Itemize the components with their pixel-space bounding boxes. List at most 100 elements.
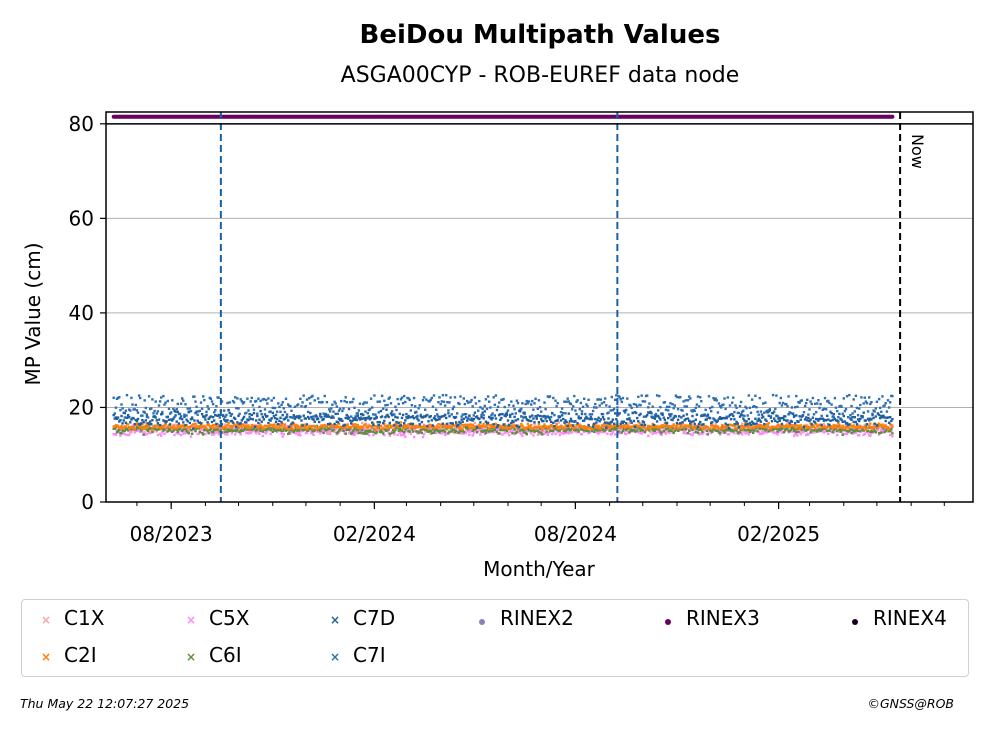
data-point [815,422,818,426]
data-point [514,412,517,415]
data-point [366,412,369,415]
data-point [198,424,202,428]
data-point [183,413,186,416]
data-point [156,428,160,431]
data-point [640,394,643,397]
data-point [614,412,617,415]
data-point [568,420,572,423]
data-point [214,414,217,417]
data-point [808,408,811,411]
data-point [626,423,629,427]
data-point [646,426,649,430]
data-point [321,400,324,404]
data-point [252,427,256,431]
data-point [329,427,332,430]
data-point [126,414,130,417]
data-point [374,428,377,432]
data-point [658,394,661,398]
data-point [628,431,631,434]
data-point [627,413,630,416]
data-point [374,417,377,420]
data-point [653,429,657,433]
data-point [352,429,355,432]
data-point [393,433,396,436]
data-point [765,419,768,423]
data-point [453,426,457,430]
data-point [399,424,403,427]
data-point [380,394,384,397]
data-point [235,430,238,433]
data-point [573,394,576,398]
data-point [306,410,310,414]
data-point [287,403,290,406]
data-point [829,419,832,422]
data-point [521,434,524,437]
data-point [604,429,607,432]
data-point [417,407,420,410]
data-point [392,418,395,422]
data-point [567,422,570,425]
data-point [436,424,439,427]
data-point [642,421,646,424]
data-point [736,423,739,427]
data-point [261,430,264,433]
data-point [263,408,267,411]
data-point [791,427,795,430]
data-point [425,414,428,417]
data-point [475,431,479,434]
data-point [632,428,636,432]
data-point [848,429,851,433]
data-point [313,428,316,432]
data-point [748,430,752,434]
data-point [661,424,664,427]
data-point [883,416,886,419]
data-point [845,425,849,428]
data-point [408,398,411,402]
data-point [808,426,811,429]
data-point [868,419,871,422]
data-point [239,398,242,401]
data-point [213,433,216,436]
data-point [114,406,118,409]
data-point [172,417,175,420]
data-point [543,423,546,426]
data-point [443,413,447,416]
data-point [227,428,230,431]
data-point [448,415,451,418]
data-point [599,418,602,421]
data-point [586,427,589,430]
data-point [811,396,815,400]
data-point [478,399,481,403]
data-point [596,418,599,422]
data-point [872,416,875,420]
data-point [162,394,165,398]
data-point [780,431,784,434]
data-point [492,423,495,426]
data-point [400,429,404,432]
data-point [840,418,843,422]
data-point [663,401,667,404]
data-point [648,402,651,405]
data-point [874,415,877,418]
data-point [509,415,512,419]
data-point [773,410,776,413]
data-point [643,400,647,403]
data-point [369,416,373,420]
data-point [363,401,366,404]
data-point [252,408,256,411]
data-point [552,396,555,400]
data-point [297,433,300,436]
data-point [269,410,272,413]
data-point [805,424,808,427]
data-point [863,426,866,429]
data-point [727,427,731,430]
data-point [157,404,161,407]
data-point [731,401,734,404]
data-point [140,430,143,433]
data-point [838,412,841,416]
data-point [133,428,136,431]
data-point [273,416,277,420]
data-point [674,415,678,418]
data-point [204,432,207,436]
data-point [691,414,694,418]
